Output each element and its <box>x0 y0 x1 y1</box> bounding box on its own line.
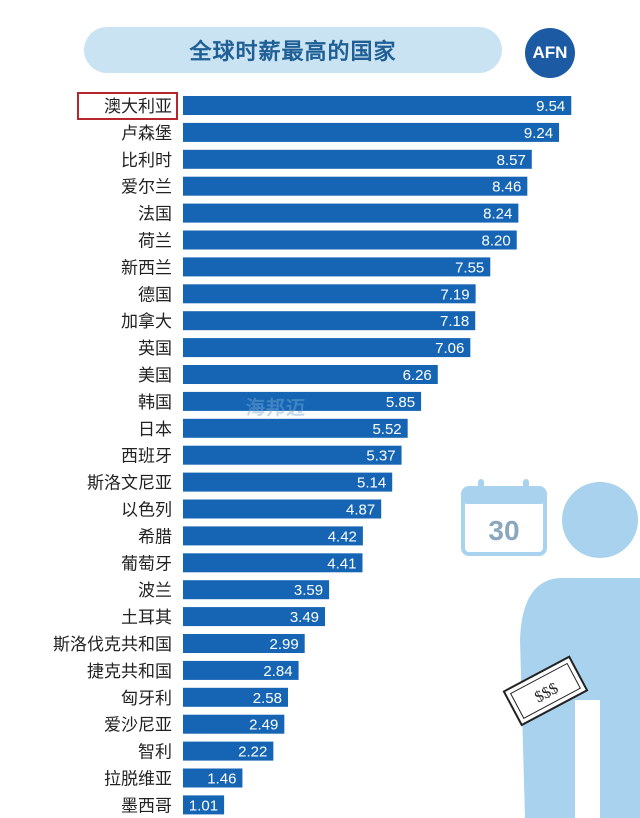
bar-7 <box>183 284 476 304</box>
bar-value-label: 1.01 <box>189 797 218 814</box>
logo-text: AFN <box>532 43 568 62</box>
bar-value-label: 3.59 <box>294 582 323 599</box>
category-label: 斯洛文尼亚 <box>87 474 172 494</box>
bar-value-label: 3.49 <box>290 609 319 626</box>
bar-value-label: 9.24 <box>524 125 553 142</box>
category-label: 卢森堡 <box>121 124 172 144</box>
bar-value-label: 2.22 <box>238 744 267 761</box>
calendar-number: 30 <box>488 515 519 546</box>
bar-value-label: 7.19 <box>440 286 469 303</box>
category-label: 韩国 <box>138 393 172 413</box>
bar-value-label: 5.52 <box>372 421 401 438</box>
bar-13 <box>183 445 402 465</box>
category-label: 新西兰 <box>121 258 172 278</box>
category-label: 斯洛伐克共和国 <box>53 635 172 655</box>
category-label: 西班牙 <box>121 447 172 467</box>
bar-value-label: 6.26 <box>403 367 432 384</box>
bar-value-label: 2.49 <box>249 717 278 734</box>
category-label: 德国 <box>138 285 172 305</box>
category-label: 日本 <box>138 420 172 440</box>
bar-value-label: 2.84 <box>263 663 292 680</box>
bar-26 <box>183 795 225 815</box>
bar-16 <box>183 526 363 546</box>
watermark: 海邦迈 <box>246 397 307 419</box>
category-label: 智利 <box>138 743 172 763</box>
category-label: 比利时 <box>121 151 172 171</box>
bar-6 <box>183 257 491 277</box>
person-head-icon <box>562 482 638 558</box>
category-label: 英国 <box>138 339 172 359</box>
category-label: 美国 <box>138 366 172 386</box>
bar-11 <box>183 391 422 411</box>
category-label: 捷克共和国 <box>87 662 172 682</box>
chart-title-banner: 全球时薪最高的国家 <box>84 27 502 73</box>
bar-25 <box>183 768 243 788</box>
bar-4 <box>183 203 519 223</box>
bar-12 <box>183 418 408 438</box>
bar-value-label: 4.42 <box>328 528 357 545</box>
bar-1 <box>183 122 560 142</box>
highlight-box <box>77 92 178 120</box>
bars-group: 9.54 澳大利亚 9.24 卢森堡 8.57 比利时 8.46 爱尔兰 8.24 法国 8.20 荷… <box>53 92 572 816</box>
bar-value-label: 4.41 <box>327 555 356 572</box>
category-label: 爱尔兰 <box>121 178 172 198</box>
bar-23 <box>183 714 285 734</box>
bar-0 <box>183 96 572 115</box>
bar-5 <box>183 230 517 250</box>
category-label: 以色列 <box>121 501 172 521</box>
bar-21 <box>183 660 299 680</box>
bar-value-label: 5.14 <box>357 475 386 492</box>
bar-value-label: 7.06 <box>435 340 464 357</box>
chart-title: 全球时薪最高的国家 <box>189 40 397 65</box>
bar-value-label: 8.57 <box>497 152 526 169</box>
bar-value-label: 8.24 <box>483 206 512 223</box>
bar-15 <box>183 499 382 519</box>
category-label: 波兰 <box>138 581 172 601</box>
bar-value-label: 8.46 <box>492 179 521 196</box>
bar-3 <box>183 176 528 196</box>
bar-value-label: 4.87 <box>346 502 375 519</box>
bar-20 <box>183 634 305 653</box>
afn-logo: AFN <box>525 28 575 78</box>
illustration-person: 30 $$$ <box>461 479 640 818</box>
person-body-icon <box>520 578 640 818</box>
bar-24 <box>183 741 274 761</box>
category-label: 匈牙利 <box>121 689 172 709</box>
category-label: 加拿大 <box>121 311 172 332</box>
bar-17 <box>183 553 363 573</box>
bar-value-label: 5.85 <box>386 394 415 411</box>
bar-10 <box>183 365 438 384</box>
bar-value-label: 8.20 <box>482 233 511 250</box>
bar-2 <box>183 149 532 169</box>
bar-22 <box>183 687 289 707</box>
category-label: 土耳其 <box>121 608 172 628</box>
bar-value-label: 1.46 <box>207 771 236 788</box>
bar-value-label: 5.37 <box>366 448 395 465</box>
bar-19 <box>183 607 326 627</box>
category-label: 澳大利亚 <box>104 97 172 117</box>
category-label: 葡萄牙 <box>121 554 172 574</box>
bar-value-label: 2.99 <box>269 636 298 653</box>
category-label: 拉脱维亚 <box>104 770 172 790</box>
category-label: 荷兰 <box>138 232 172 252</box>
category-label: 法国 <box>138 205 172 225</box>
category-label: 希腊 <box>138 527 172 547</box>
bar-value-label: 2.58 <box>253 690 282 707</box>
bar-18 <box>183 580 330 600</box>
bar-value-label: 7.18 <box>440 313 469 330</box>
bar-value-label: 7.55 <box>455 259 484 276</box>
bar-8 <box>183 311 476 331</box>
bar-value-label: 9.54 <box>536 98 565 115</box>
bar-9 <box>183 338 471 358</box>
bar-14 <box>183 472 393 492</box>
money-bill-icon: $$$ <box>502 655 589 727</box>
category-label: 墨西哥 <box>121 796 172 816</box>
category-label: 爱沙尼亚 <box>104 716 172 736</box>
calendar-icon: 30 <box>461 479 547 556</box>
